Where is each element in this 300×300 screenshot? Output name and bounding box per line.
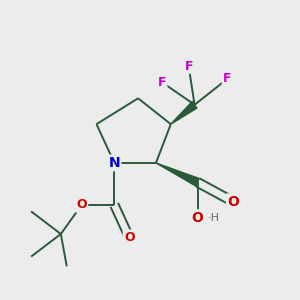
Polygon shape <box>171 101 197 124</box>
Text: O: O <box>124 231 134 244</box>
Text: F: F <box>184 59 193 73</box>
Text: O: O <box>227 195 239 209</box>
Text: N: N <box>109 156 120 170</box>
Text: ·H: ·H <box>208 213 220 223</box>
Text: O: O <box>192 211 203 225</box>
Text: F: F <box>158 76 166 89</box>
Text: F: F <box>223 72 232 86</box>
Text: O: O <box>76 198 87 212</box>
Polygon shape <box>156 163 199 186</box>
Text: O: O <box>192 211 203 225</box>
